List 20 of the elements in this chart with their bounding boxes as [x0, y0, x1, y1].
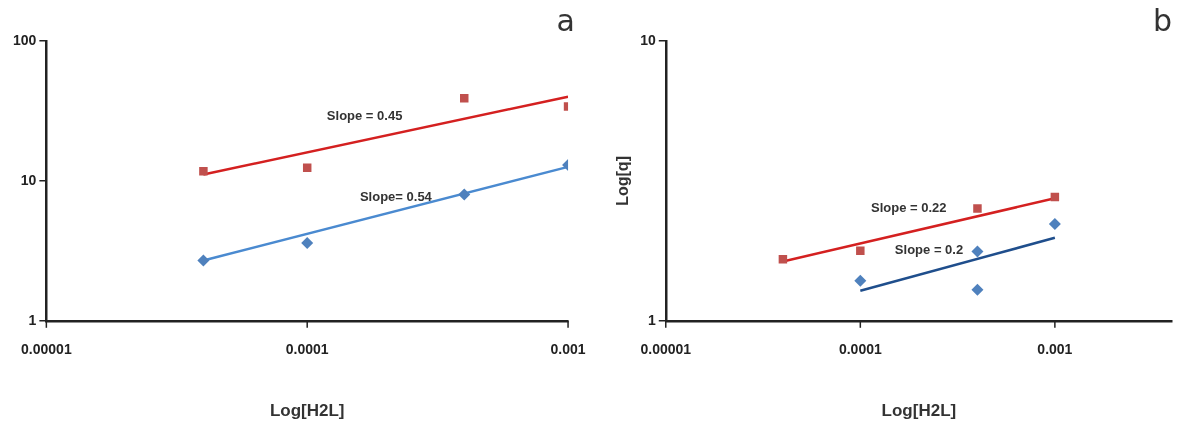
annotation: Slope = 0.22 — [871, 200, 947, 216]
y-tick-label: 1 — [647, 311, 656, 328]
annotation: Slope = 0.2 — [894, 242, 964, 258]
annotation: Slope= 0.54 — [359, 189, 433, 205]
y-tick-label: 100 — [13, 31, 37, 48]
chart-title: a — [556, 2, 575, 38]
annotation: Slope = 0.45 — [326, 108, 403, 124]
chart-title: b — [1152, 2, 1172, 38]
y-tick-label: 10 — [640, 31, 656, 48]
x-tick-label: 0.001 — [550, 340, 586, 357]
x-tick-label: 0.00001 — [640, 340, 692, 357]
x-tick-label: 0.0001 — [838, 340, 882, 357]
y-tick-label: 1 — [28, 311, 37, 328]
x-tick-label: 0.00001 — [21, 340, 72, 357]
x-tick-label: 0.0001 — [285, 340, 329, 357]
x-axis-title: Log[H2L] — [881, 401, 957, 421]
y-tick-label: 10 — [20, 171, 37, 188]
x-tick-label: 0.001 — [1037, 340, 1073, 357]
x-axis-title: Log[H2L] — [269, 401, 345, 421]
y-axis-title: Log[q] — [614, 156, 632, 206]
